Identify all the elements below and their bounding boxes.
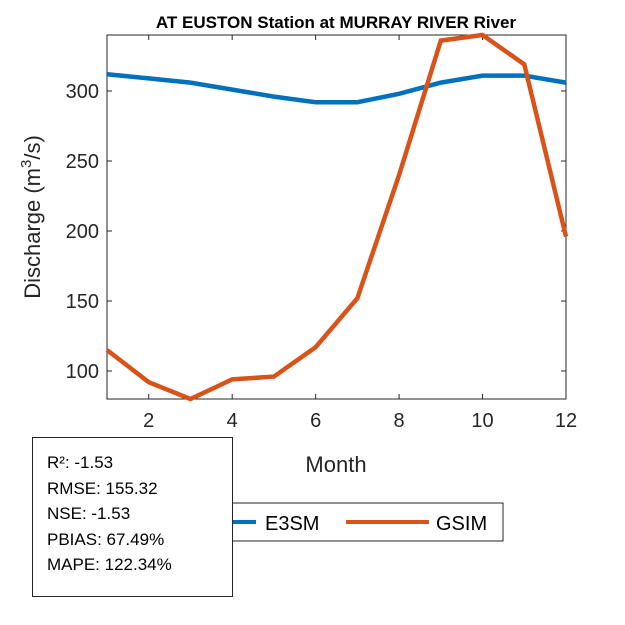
y-tick-label: 200 xyxy=(66,221,99,243)
stat-mape: MAPE: 122.34% xyxy=(47,555,172,574)
x-tick-label: 2 xyxy=(143,410,154,432)
y-tick-label: 150 xyxy=(66,291,99,313)
series-line-e3sm xyxy=(106,71,567,105)
y-tick-label: 250 xyxy=(66,151,99,173)
x-tick-label: 12 xyxy=(555,410,577,432)
x-tick-label: 8 xyxy=(394,410,405,432)
chart-title: AT EUSTON Station at MURRAY RIVER River xyxy=(156,13,517,32)
x-tick-label: 10 xyxy=(471,410,493,432)
legend-label-e3sm: E3SM xyxy=(265,513,319,535)
stat-pbias: PBIAS: 67.49% xyxy=(47,529,165,549)
y-label-base: Discharge (m xyxy=(20,168,45,299)
y-axis-label: Discharge (m3/s) xyxy=(18,135,45,299)
y-label-sup: 3 xyxy=(18,160,35,168)
legend: E3SM GSIM xyxy=(199,502,504,542)
stat-r2: R²: -1.53 xyxy=(47,453,114,472)
y-tick-label: 100 xyxy=(66,361,99,383)
stat-nse: NSE: -1.53 xyxy=(47,504,131,523)
x-tick-label: 6 xyxy=(310,410,321,432)
y-tick-label: 300 xyxy=(66,81,99,103)
legend-label-gsim: GSIM xyxy=(436,513,487,535)
stats-box: R²: -1.53 RMSE: 155.32 NSE: -1.53 PBIAS:… xyxy=(32,437,233,597)
stat-rmse: RMSE: 155.32 xyxy=(47,478,158,498)
x-axis-label: Month xyxy=(305,452,366,477)
plot-area xyxy=(106,34,567,400)
y-label-end: /s) xyxy=(20,135,45,159)
series-line-gsim xyxy=(105,32,569,402)
x-tick-label: 4 xyxy=(227,410,238,432)
